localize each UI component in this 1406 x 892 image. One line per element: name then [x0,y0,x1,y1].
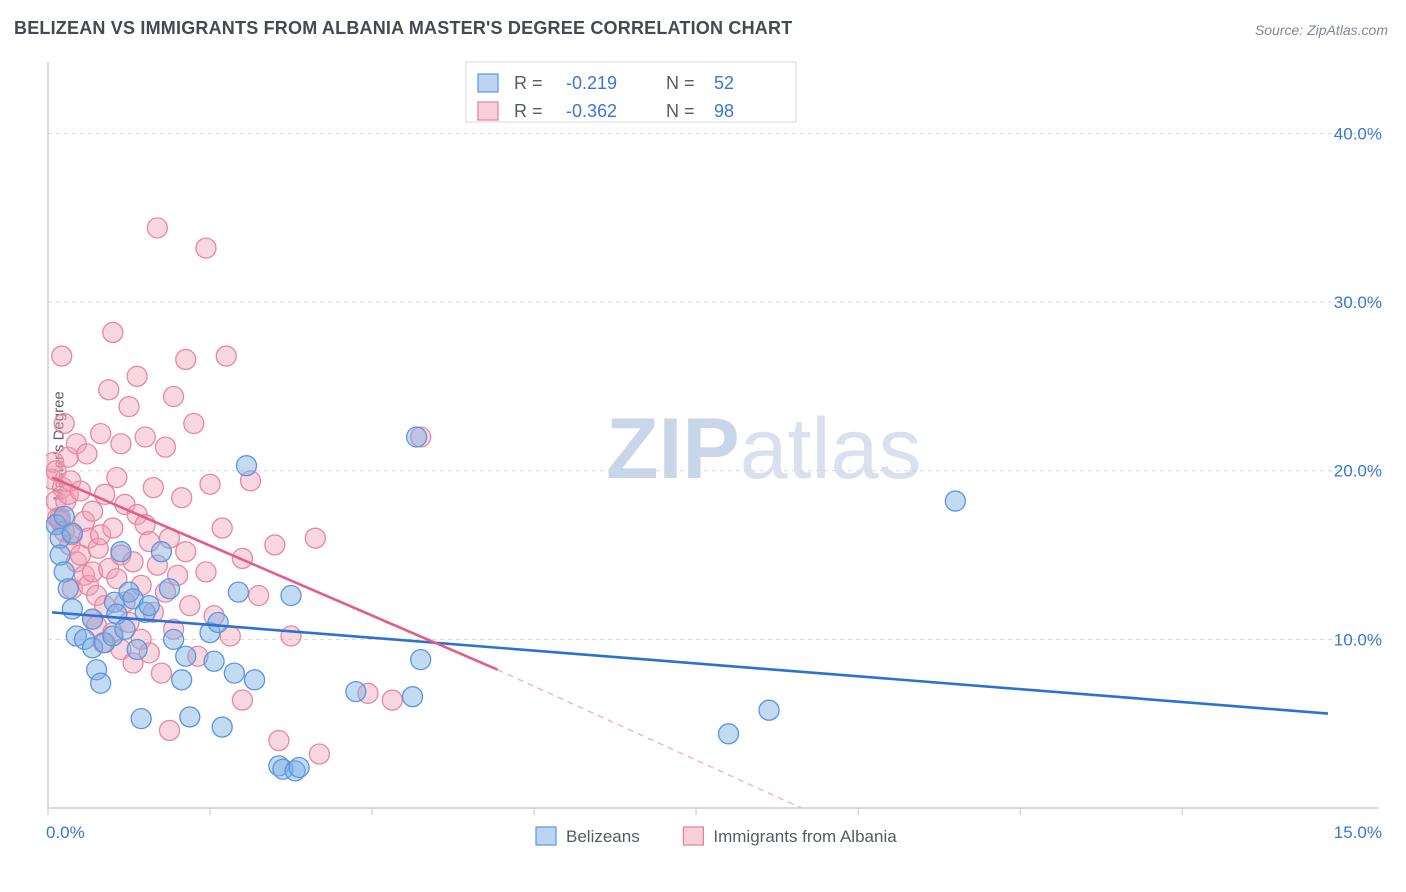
legend-n-label: N = [666,101,695,121]
data-point [127,639,147,659]
data-point [115,619,135,639]
data-point [143,478,163,498]
legend-n-value: 52 [714,73,734,93]
data-point [83,609,103,629]
legend-series-label: Immigrants from Albania [713,827,897,846]
legend-swatch [478,74,498,92]
data-point [236,456,256,476]
y-tick-label: 20.0% [1334,462,1382,481]
x-tick-label: 0.0% [46,823,85,842]
data-point [945,491,965,511]
data-point [131,709,151,729]
data-point [119,397,139,417]
data-point [180,707,200,727]
legend-series-label: Belizeans [566,827,640,846]
data-point [151,663,171,683]
data-point [212,518,232,538]
data-point [411,650,431,670]
data-point [228,582,248,602]
data-point [52,346,72,366]
data-point [155,437,175,457]
data-point [164,629,184,649]
y-tick-label: 10.0% [1334,630,1382,649]
data-point [200,474,220,494]
data-point [305,528,325,548]
data-point [107,467,127,487]
legend-swatch [683,827,703,845]
scatter-chart: ZIPatlas 10.0% 20.0% 30.0% 40.0% 0.0% 15.0% R =… [46,58,1386,850]
legend-r-label: R = [514,73,543,93]
legend-r-value: -0.362 [566,101,617,121]
data-point [62,523,82,543]
data-point [99,380,119,400]
data-point [91,673,111,693]
data-point [759,700,779,720]
data-point [245,670,265,690]
x-tick-label: 15.0% [1334,823,1382,842]
data-point [281,586,301,606]
data-point [139,596,159,616]
legend-n-value: 98 [714,101,734,121]
trendline-pink-extrapolated [498,670,802,808]
source-label: Source: ZipAtlas.com [1255,22,1388,38]
data-point [281,626,301,646]
data-point [151,542,171,562]
data-point [164,387,184,407]
data-point [176,542,196,562]
legend-n-label: N = [666,73,695,93]
data-point [382,690,402,710]
plot-area: ZIPatlas 10.0% 20.0% 30.0% 40.0% 0.0% 15.0% R =… [46,58,1386,850]
data-point [176,349,196,369]
data-point [58,579,78,599]
data-point [269,731,289,751]
data-point [111,434,131,454]
data-point [54,414,74,434]
data-point [176,646,196,666]
data-point [407,427,427,447]
data-point [224,663,244,683]
data-point [212,717,232,737]
data-point [180,596,200,616]
data-point [135,427,155,447]
data-point [77,444,97,464]
data-point [127,366,147,386]
y-tick-label: 40.0% [1334,124,1382,143]
data-point [289,758,309,778]
data-point [172,488,192,508]
data-point [196,562,216,582]
data-point [184,414,204,434]
watermark: ZIPatlas [606,401,921,497]
data-point [216,346,236,366]
data-point [249,586,269,606]
data-point [83,501,103,521]
legend-r-label: R = [514,101,543,121]
legend-swatch [478,102,498,120]
data-point [204,651,224,671]
data-point [103,322,123,342]
legend-r-value: -0.219 [566,73,617,93]
data-point [147,218,167,238]
y-tick-label: 30.0% [1334,293,1382,312]
data-point [103,518,123,538]
data-point [403,687,423,707]
data-point [160,720,180,740]
data-point [719,724,739,744]
data-point [62,599,82,619]
data-point [196,238,216,258]
data-point [309,744,329,764]
data-point [91,424,111,444]
data-point [265,535,285,555]
legend-swatch [536,827,556,845]
data-point [346,682,366,702]
data-point [160,579,180,599]
data-point [208,613,228,633]
data-point [111,542,131,562]
chart-title: BELIZEAN VS IMMIGRANTS FROM ALBANIA MAST… [14,18,792,39]
data-point [172,670,192,690]
data-point [232,690,252,710]
